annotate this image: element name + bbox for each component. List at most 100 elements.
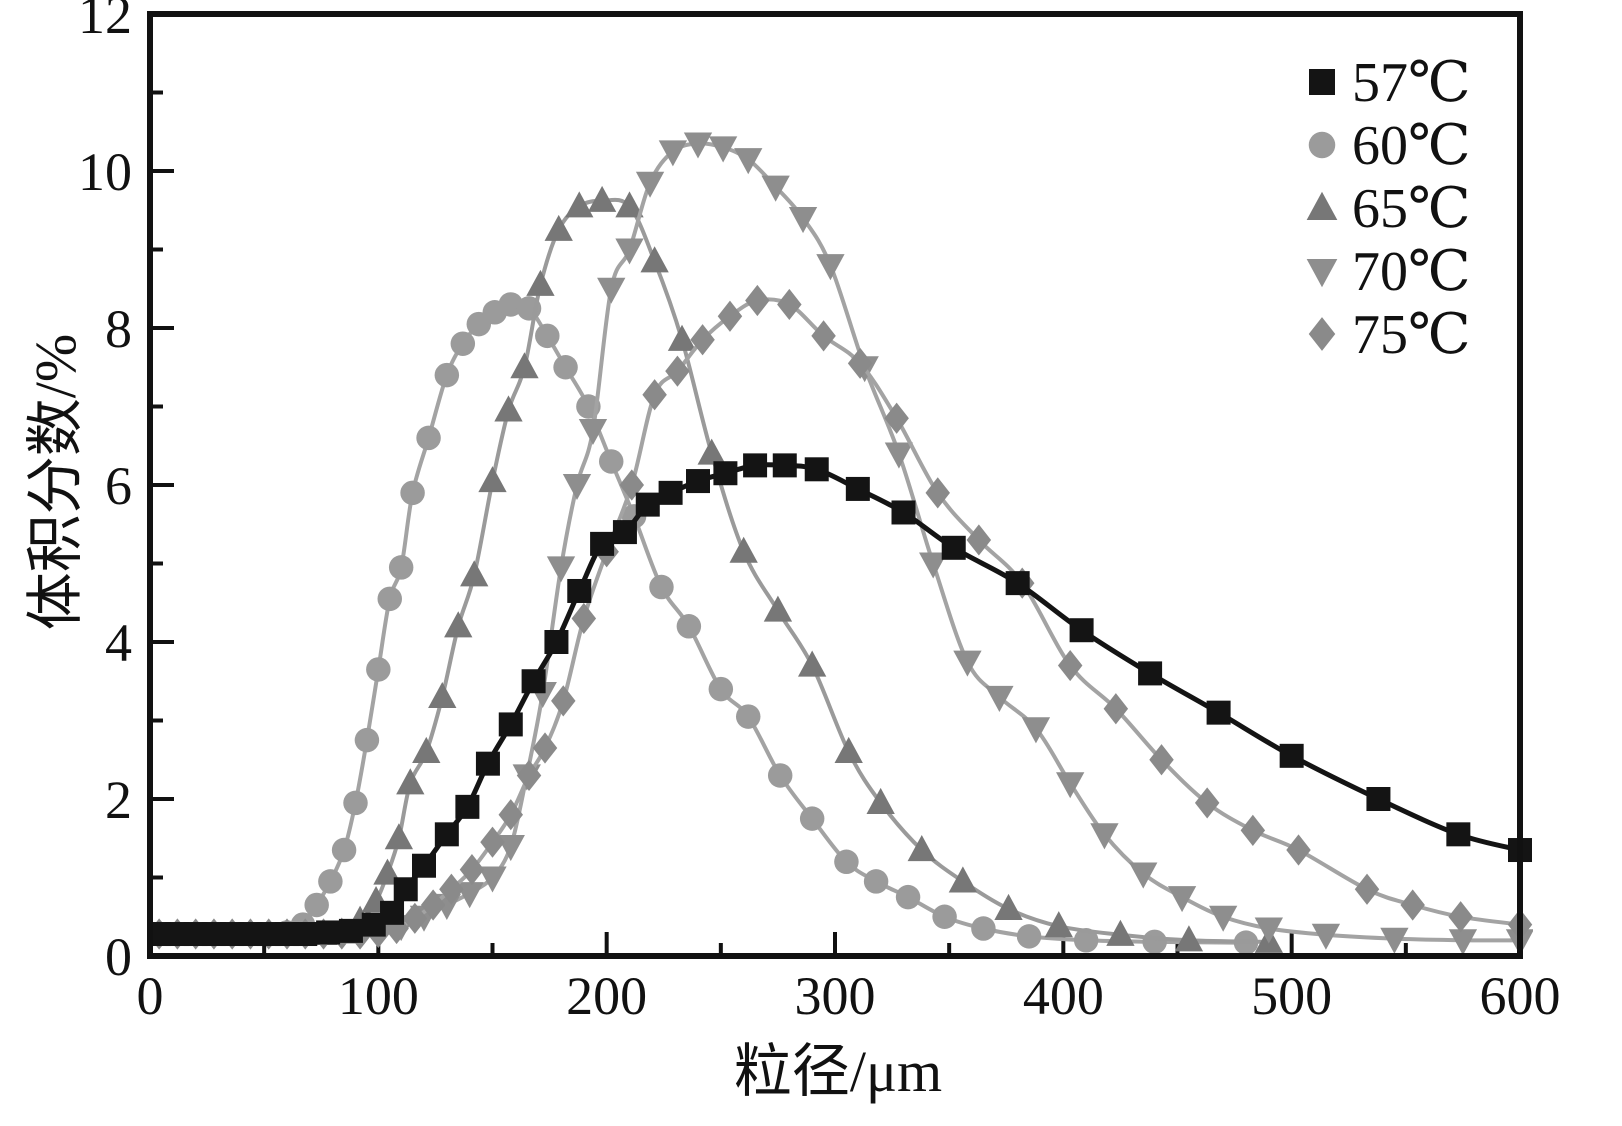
- series-marker-60c: [1142, 929, 1167, 955]
- series-marker-57c: [544, 630, 569, 654]
- series-marker-65c: [412, 736, 441, 763]
- y-tick-label: 6: [105, 456, 132, 516]
- series-marker-75c: [745, 284, 770, 317]
- series-marker-70c: [816, 254, 845, 281]
- series-marker-60c: [708, 676, 734, 702]
- series-marker-65c: [494, 395, 523, 422]
- series-marker-70c: [578, 419, 608, 446]
- series-marker-70c: [635, 171, 665, 198]
- series-marker-65c: [428, 681, 457, 708]
- series-marker-65c: [615, 191, 644, 218]
- series-marker-70c: [1448, 929, 1478, 956]
- series-marker-75c: [717, 300, 743, 332]
- x-axis-title: 粒径/μm: [733, 1039, 943, 1104]
- series-marker-75c: [532, 732, 558, 764]
- x-tick-label: 200: [566, 966, 647, 1026]
- x-tick-label: 0: [137, 966, 164, 1026]
- series-marker-65c: [729, 536, 758, 563]
- series-marker-65c: [1174, 925, 1204, 952]
- series-marker-60c: [318, 869, 343, 894]
- series-marker-60c: [400, 480, 425, 506]
- series-marker-75c: [1194, 787, 1220, 819]
- series-marker-65c: [866, 787, 895, 814]
- series-marker-70c: [1254, 917, 1283, 944]
- series-marker-75c: [480, 826, 505, 858]
- series-marker-65c: [1044, 911, 1073, 938]
- series-marker-57c: [475, 751, 500, 776]
- legend-label-60c: 60℃: [1352, 115, 1471, 177]
- series-marker-60c: [598, 449, 624, 474]
- series-marker-57c: [804, 457, 829, 482]
- y-tick-label: 0: [105, 927, 132, 987]
- series-marker-70c: [1090, 823, 1119, 850]
- series-marker-65c: [384, 823, 414, 850]
- series-marker-75c: [420, 889, 446, 921]
- series-marker-57c: [686, 469, 710, 494]
- series-marker-75c: [498, 799, 524, 831]
- series-marker-57c: [941, 535, 966, 560]
- series-marker-70c: [1129, 862, 1158, 889]
- series-marker-75c: [966, 524, 992, 556]
- series-marker-70c: [1021, 717, 1051, 744]
- series-marker-65c: [510, 352, 539, 379]
- series-marker-70c: [708, 136, 738, 163]
- series-marker-70c: [1056, 772, 1085, 799]
- y-axis-title: 体积分数/%: [23, 333, 88, 631]
- y-tick-label: 2: [105, 770, 132, 830]
- series-marker-65c: [834, 736, 863, 763]
- series-marker-60c: [535, 323, 560, 349]
- series-marker-60c: [553, 355, 578, 380]
- series-marker-75c: [439, 873, 464, 905]
- series-marker-70c: [1209, 905, 1238, 932]
- series-marker-65c: [994, 893, 1023, 920]
- series-marker-60c: [354, 727, 380, 753]
- series-marker-60c: [767, 763, 793, 788]
- series-marker-57c: [1366, 787, 1391, 811]
- series-marker-60c: [834, 849, 859, 875]
- series-marker-70c: [597, 277, 626, 304]
- series-marker-57c: [1279, 743, 1304, 768]
- series-marker-60c: [649, 574, 674, 600]
- legend-label-75c: 75℃: [1352, 304, 1471, 366]
- series-marker-60c: [388, 555, 414, 580]
- series-marker-75c: [1400, 889, 1425, 921]
- series-marker-70c: [761, 175, 790, 202]
- series-marker-75c: [402, 902, 428, 934]
- series-marker-75c: [1354, 873, 1380, 905]
- series-marker-75c: [777, 288, 802, 321]
- series-marker-75c: [571, 602, 597, 635]
- series-line-75c: [159, 297, 1521, 937]
- legend-marker-75c: [1308, 317, 1336, 351]
- series-marker-75c: [847, 347, 873, 379]
- series-marker-75c: [1286, 834, 1311, 866]
- series-marker-75c: [384, 912, 409, 945]
- series-marker-57c: [521, 669, 546, 694]
- series-marker-57c: [612, 520, 637, 545]
- series-marker-65c: [478, 466, 507, 493]
- series-marker-60c: [735, 704, 761, 729]
- series-marker-57c: [845, 476, 870, 501]
- series-marker-57c: [590, 531, 615, 556]
- series-marker-57c: [713, 461, 738, 486]
- series-marker-70c: [919, 552, 948, 579]
- x-tick-label: 100: [338, 966, 419, 1026]
- series-marker-75c: [665, 355, 690, 387]
- series-marker-70c: [985, 685, 1014, 712]
- legend-marker-70c: [1306, 259, 1338, 288]
- series-marker-60c: [1016, 924, 1042, 949]
- series-marker-65c: [544, 214, 573, 241]
- legend-marker-65c: [1306, 191, 1338, 220]
- x-tick-label: 500: [1251, 966, 1332, 1026]
- y-tick-label: 8: [105, 299, 132, 359]
- legend-marker-57c: [1309, 69, 1335, 95]
- series-marker-60c: [863, 869, 889, 894]
- series-marker-70c: [884, 442, 914, 469]
- series-marker-70c: [788, 207, 818, 234]
- series-marker-70c: [683, 132, 713, 159]
- series-marker-57c: [772, 453, 797, 478]
- series-marker-60c: [366, 657, 391, 682]
- series-marker-57c: [380, 900, 405, 925]
- series-marker-65c: [526, 269, 555, 296]
- legend-label-65c: 65℃: [1352, 178, 1471, 240]
